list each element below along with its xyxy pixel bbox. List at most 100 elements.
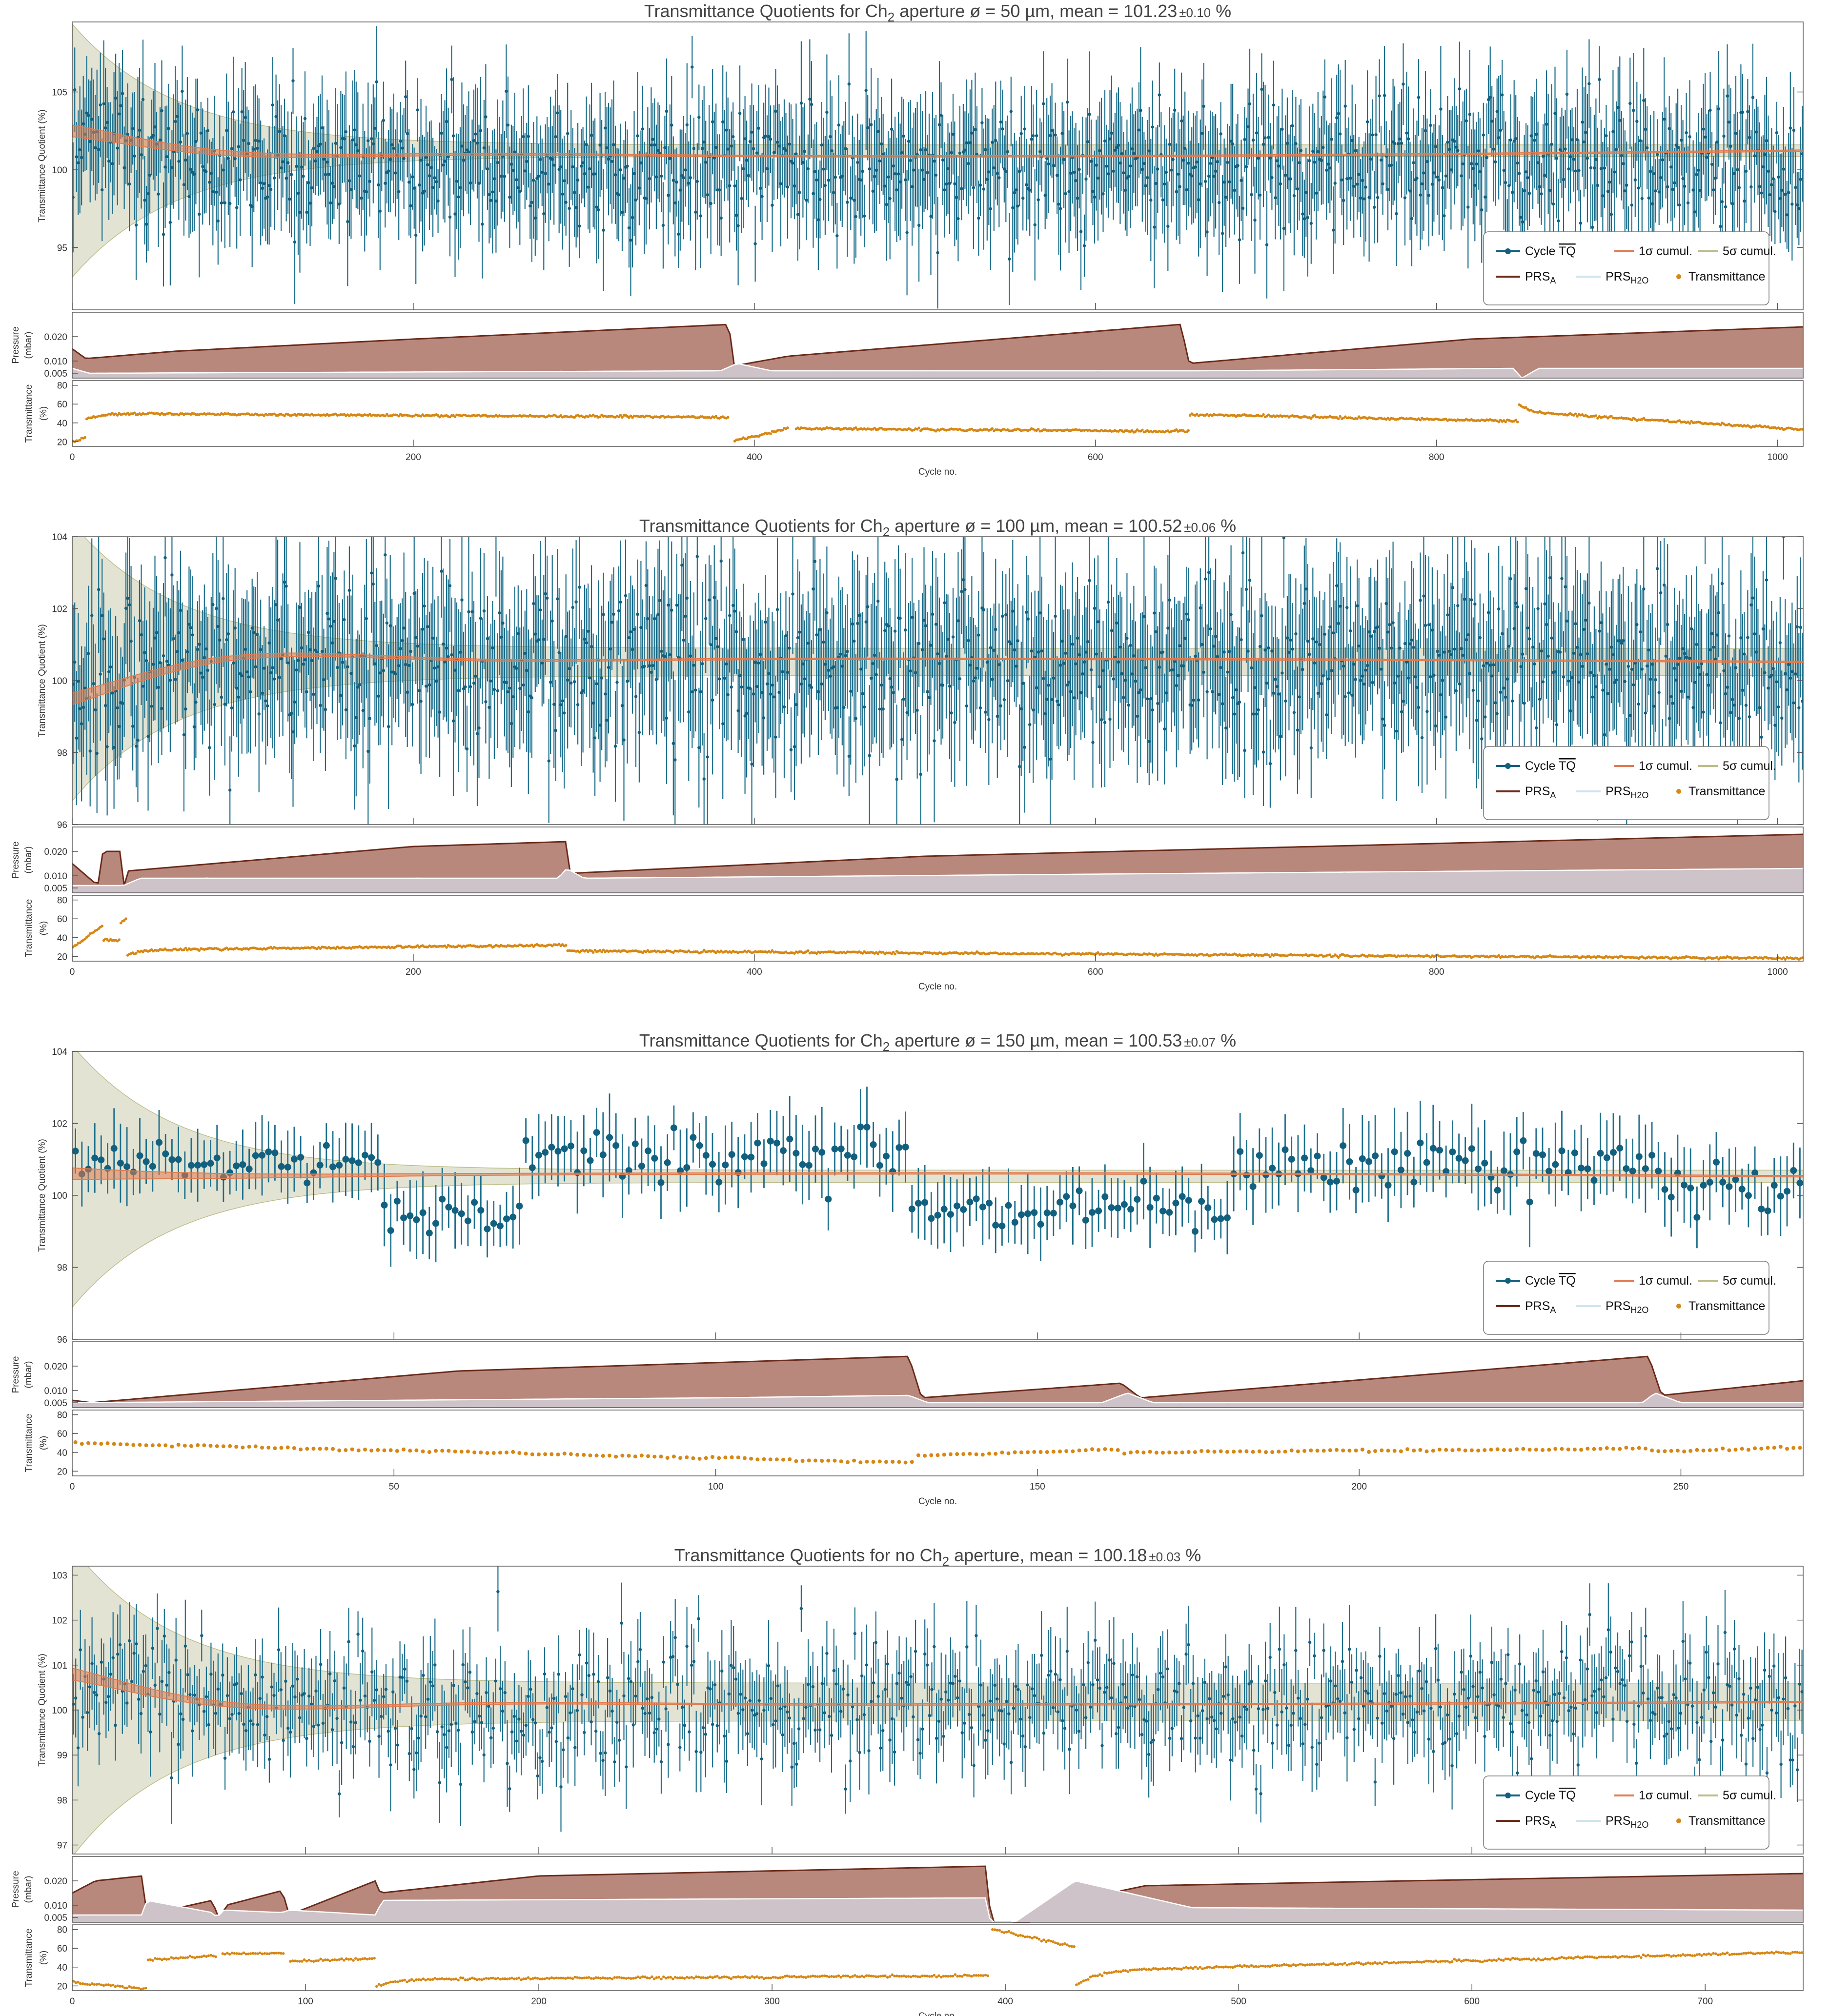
tq-point: [1565, 92, 1569, 96]
tq-point: [629, 630, 632, 634]
tq-point: [1516, 605, 1519, 609]
tq-point: [486, 637, 489, 641]
tq-point: [1790, 202, 1794, 206]
tq-point: [728, 184, 732, 187]
tq-point: [1275, 685, 1279, 688]
tq-point: [1067, 681, 1071, 684]
tq-point: [723, 677, 726, 680]
tq-point: [509, 722, 513, 726]
tq-point: [198, 643, 201, 646]
tq-point: [898, 617, 902, 620]
tq-point: [576, 179, 580, 182]
tq-point: [1729, 144, 1732, 148]
tq-point: [1320, 682, 1323, 685]
tq-point: [726, 147, 730, 151]
tq-point: [849, 689, 853, 693]
tq-point: [609, 647, 612, 651]
tq-point: [1477, 149, 1480, 153]
tq-point: [211, 190, 215, 194]
tq-point: [653, 617, 656, 621]
pressure-ytick-label: 0.020: [44, 332, 67, 343]
tq-point: [126, 597, 129, 600]
tq-point: [1564, 147, 1567, 151]
tq-point: [1400, 141, 1403, 145]
tq-point: [671, 179, 675, 182]
tq-point: [929, 215, 933, 218]
tq-point: [302, 175, 305, 178]
tq-point: [332, 185, 336, 188]
tq-point: [1623, 189, 1627, 193]
tq-point: [138, 128, 142, 132]
tq-point: [1093, 195, 1097, 199]
tq-point: [712, 156, 716, 160]
tq-point: [1357, 644, 1361, 648]
tq-point: [172, 637, 176, 641]
tq-point: [968, 664, 972, 667]
tq-point: [184, 707, 187, 711]
tq-point: [671, 742, 675, 745]
tq-point: [1667, 127, 1671, 130]
tq-point: [1761, 165, 1765, 169]
tq-point: [730, 685, 733, 689]
tq-point: [603, 126, 607, 130]
tq-point: [279, 657, 283, 661]
tq-point: [595, 205, 598, 209]
tq-point: [412, 186, 416, 190]
tq-point: [201, 675, 204, 679]
tq-point: [1296, 728, 1300, 732]
tq-point: [610, 160, 614, 163]
tq-point: [1192, 699, 1195, 702]
tq-point: [445, 120, 448, 123]
tq-point: [1175, 684, 1178, 687]
tq-point: [883, 629, 887, 632]
tq-point: [1032, 134, 1035, 138]
tq-point: [1396, 142, 1400, 145]
transmittance-point: [617, 415, 620, 419]
tq-point: [1596, 183, 1600, 187]
tq-point: [892, 691, 895, 694]
tq-point: [1008, 640, 1011, 644]
tq-point: [1156, 702, 1159, 706]
tq-point: [1582, 140, 1586, 144]
tq-point: [554, 135, 557, 139]
tq-point: [890, 685, 894, 689]
tq-point: [1775, 131, 1778, 135]
tq-point: [799, 682, 803, 686]
tq-point: [1647, 196, 1650, 200]
tq-point: [215, 607, 218, 610]
tq-point: [730, 144, 733, 148]
tq-point: [702, 777, 706, 781]
tq-point: [377, 183, 380, 187]
tq-point: [1154, 630, 1158, 634]
tq-point: [829, 135, 832, 139]
tq-point: [204, 170, 208, 173]
tq-point: [1212, 175, 1216, 178]
tq-point: [377, 694, 380, 698]
tq-point: [122, 166, 126, 170]
tq-point: [105, 121, 109, 124]
tq-point: [406, 132, 409, 136]
tq-point: [460, 144, 464, 148]
tq-point: [1227, 650, 1231, 653]
tq-point: [563, 179, 566, 182]
tq-point: [462, 159, 466, 162]
tq-point: [1497, 136, 1501, 140]
tq-point: [1267, 136, 1270, 139]
tq-point: [968, 141, 972, 144]
tq-point: [1006, 679, 1009, 683]
tq-point: [685, 596, 689, 600]
tq-point: [605, 718, 609, 722]
tq-point: [813, 170, 817, 173]
tq-point: [1717, 107, 1721, 111]
tq-point: [950, 151, 953, 154]
tq-point: [743, 137, 747, 141]
tq-point: [441, 642, 445, 646]
tq-point: [192, 725, 196, 728]
tq-point: [131, 725, 135, 728]
tq-point: [303, 658, 307, 662]
tq-point: [1444, 174, 1448, 178]
tq-point: [1060, 132, 1064, 135]
tq-point: [627, 226, 631, 230]
tq-point: [1081, 672, 1084, 676]
tq-point: [447, 655, 450, 659]
